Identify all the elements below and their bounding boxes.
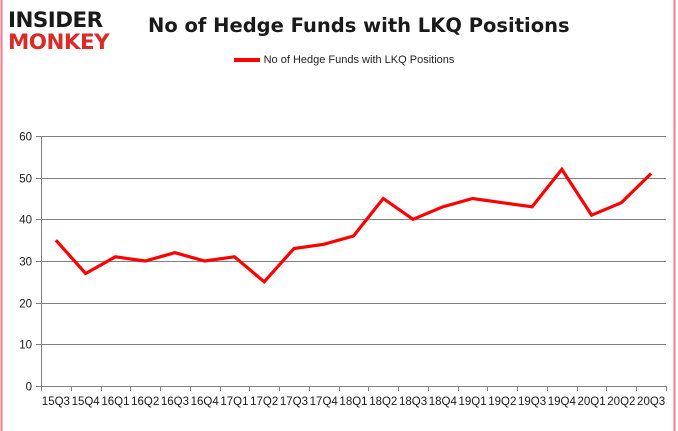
x-tick-label: 17Q4 [310, 396, 339, 408]
y-tick-label: 0 [26, 382, 32, 394]
y-tick-label: 30 [19, 257, 32, 269]
x-tick-label: 15Q3 [42, 396, 70, 408]
x-tick-label: 17Q2 [250, 396, 278, 408]
x-tick-label: 16Q1 [101, 396, 129, 408]
logo-line-monkey: MONKEY [8, 30, 110, 54]
right-edge-rule [673, 0, 676, 431]
insider-monkey-logo: INSIDER MONKEY [8, 8, 130, 54]
legend-label: No of Hedge Funds with LKQ Positions [263, 54, 455, 66]
x-tick-label: 20Q2 [607, 396, 635, 408]
x-tick-label: 17Q1 [220, 396, 248, 408]
gridlines-group [41, 136, 666, 387]
x-tick-label: 19Q4 [548, 396, 577, 408]
y-tick-label: 50 [19, 174, 32, 186]
x-tick-label: 16Q3 [161, 396, 189, 408]
x-axis-group: 15Q3 15Q4 16Q1 16Q2 16Q3 16Q4 17Q1 17Q2 17Q3 17Q4… [41, 386, 667, 408]
x-tick-label: 20Q1 [578, 396, 606, 408]
x-tick-label: 17Q3 [280, 396, 308, 408]
y-tick-label: 60 [19, 132, 32, 144]
y-tick-label: 20 [19, 299, 32, 311]
x-tick-label: 18Q1 [339, 396, 367, 408]
x-tick-label: 18Q3 [399, 396, 427, 408]
chart-legend: No of Hedge Funds with LKQ Positions [148, 54, 540, 66]
x-tick-label: 18Q2 [369, 396, 397, 408]
x-tick-label: 16Q4 [191, 396, 220, 408]
y-axis-group: 0 10 20 30 40 50 60 [19, 132, 41, 394]
x-tick-label: 19Q2 [488, 396, 516, 408]
series-group [54, 166, 653, 285]
x-tick-label: 18Q4 [429, 396, 458, 408]
legend-color-swatch [233, 58, 260, 62]
logo-line-insider: INSIDER [8, 8, 103, 32]
y-tick-label: 10 [19, 340, 32, 352]
series-line-no-of-hedge-funds [54, 166, 653, 285]
x-tick-label: 19Q3 [518, 396, 546, 408]
chart-title: No of Hedge Funds with LKQ Positions [148, 14, 570, 37]
x-tick-label: 16Q2 [131, 396, 159, 408]
left-edge-rule [0, 0, 3, 431]
x-tick-label: 19Q1 [458, 396, 486, 408]
x-tick-label: 15Q4 [72, 396, 101, 408]
y-tick-label: 40 [19, 215, 32, 227]
x-tick-label: 20Q3 [637, 396, 665, 408]
